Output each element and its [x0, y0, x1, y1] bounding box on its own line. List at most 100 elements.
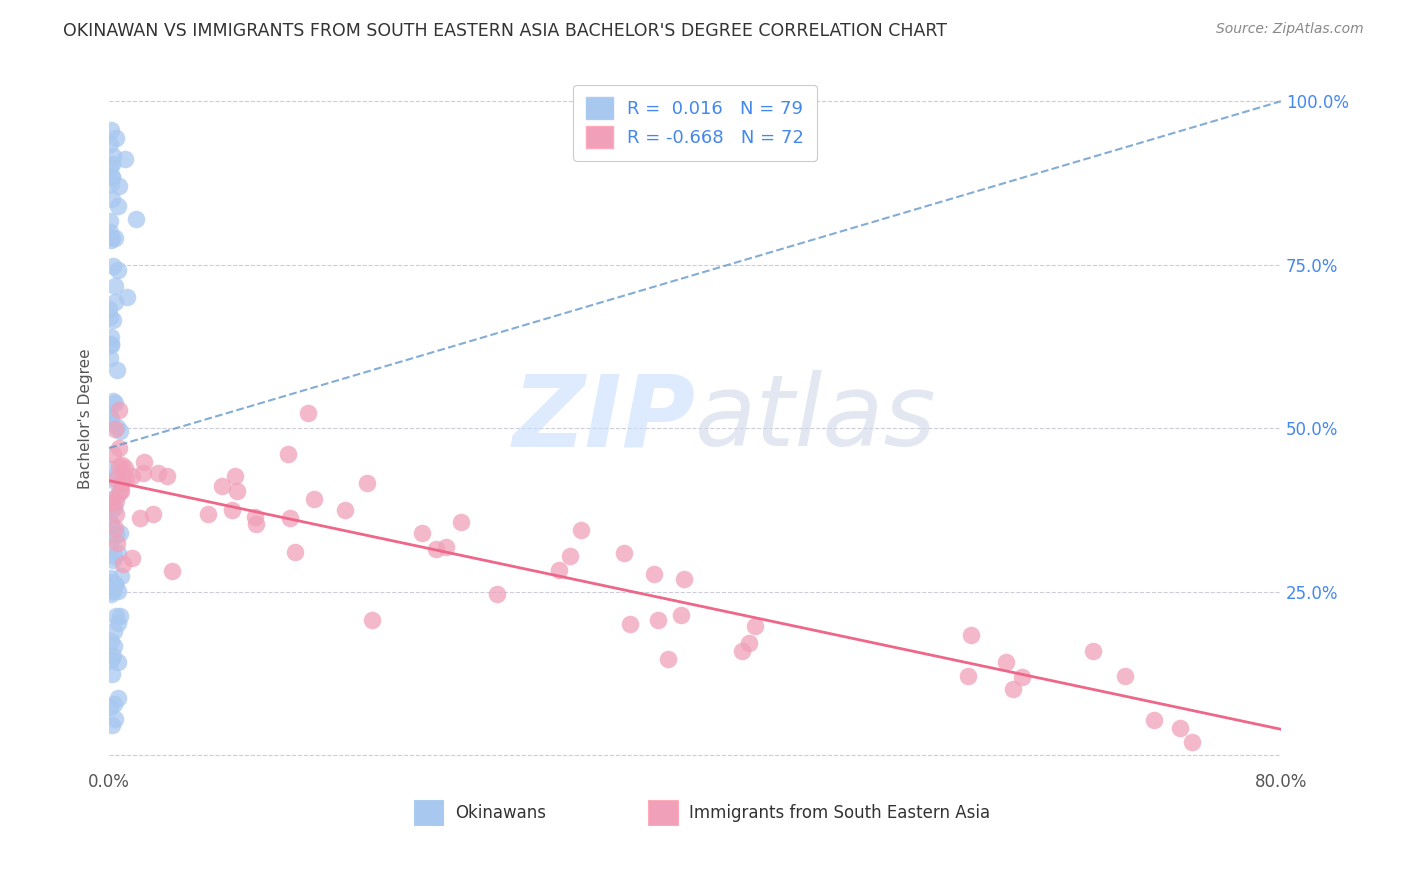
Point [647, 613, 669, 627]
Point [103, 313, 125, 327]
Point [101, 259, 124, 273]
Point [128, 510, 150, 524]
Point [560, 549, 582, 564]
Point [100, 136, 122, 151]
Point [105, 536, 128, 550]
Point [110, 569, 132, 583]
Point [98, 225, 121, 239]
Point [100, 587, 122, 601]
Y-axis label: Bachelor's Degree: Bachelor's Degree [79, 348, 93, 489]
Point [101, 170, 124, 185]
Point [103, 624, 125, 639]
Point [104, 712, 127, 726]
Point [304, 492, 326, 507]
Point [994, 655, 1017, 669]
Point [104, 576, 127, 591]
Point [669, 607, 692, 622]
Point [111, 472, 134, 486]
Point [98, 699, 121, 714]
Point [100, 177, 122, 191]
Point [100, 516, 122, 531]
Point [957, 668, 980, 682]
Point [744, 619, 766, 633]
Point [104, 527, 127, 541]
Text: Immigrants from South Eastern Asia: Immigrants from South Eastern Asia [689, 804, 990, 822]
Point [148, 466, 170, 480]
Point [100, 417, 122, 431]
Point [224, 468, 246, 483]
Point [107, 616, 129, 631]
Point [104, 294, 127, 309]
Point [108, 442, 131, 456]
Point [121, 551, 143, 566]
Point [1011, 670, 1033, 684]
Point [411, 525, 433, 540]
Point [101, 473, 124, 487]
Point [103, 549, 125, 563]
Point [960, 628, 983, 642]
Point [245, 516, 267, 531]
Point [115, 471, 138, 485]
Point [100, 336, 122, 351]
Point [101, 495, 124, 509]
Point [100, 539, 122, 553]
Point [101, 169, 124, 184]
Text: ZIP: ZIP [512, 370, 695, 467]
Point [110, 608, 132, 623]
Point [657, 652, 679, 666]
Point [103, 529, 125, 543]
Point [124, 212, 146, 227]
Point [100, 634, 122, 648]
Legend: R =  0.016   N = 79, R = -0.668   N = 72: R = 0.016 N = 79, R = -0.668 N = 72 [574, 85, 817, 161]
Point [1114, 668, 1136, 682]
Point [104, 468, 127, 483]
Point [107, 583, 129, 598]
Point [643, 566, 665, 581]
Point [1083, 644, 1105, 658]
Point [104, 521, 127, 535]
Point [101, 491, 124, 506]
Point [100, 330, 122, 344]
Point [100, 233, 122, 247]
Point [101, 192, 124, 206]
Point [112, 557, 135, 571]
Point [569, 523, 592, 537]
Point [105, 363, 128, 377]
Point [115, 291, 138, 305]
Point [101, 649, 124, 664]
Point [619, 616, 641, 631]
Bar [648, 800, 678, 824]
Point [738, 636, 761, 650]
Point [100, 122, 122, 136]
Point [100, 653, 122, 667]
Point [100, 410, 122, 425]
Point [98, 571, 121, 585]
Point [226, 484, 249, 499]
Point [103, 639, 125, 653]
Point [105, 608, 128, 623]
Point [107, 656, 129, 670]
Point [107, 487, 129, 501]
Point [105, 131, 128, 145]
Point [114, 461, 136, 475]
Point [297, 406, 319, 420]
Point [132, 454, 155, 468]
Point [98, 160, 121, 174]
Point [360, 613, 382, 627]
Point [108, 525, 131, 540]
Point [731, 644, 754, 658]
Point [425, 542, 447, 557]
Point [100, 574, 122, 589]
Point [98, 310, 121, 324]
Point [103, 553, 125, 567]
Point [98, 351, 121, 366]
Point [104, 577, 127, 591]
Point [107, 262, 129, 277]
Point [101, 446, 124, 460]
Point [101, 667, 124, 681]
Point [104, 508, 127, 522]
Point [243, 510, 266, 524]
Point [107, 403, 129, 417]
Point [277, 447, 299, 461]
Point [221, 503, 243, 517]
